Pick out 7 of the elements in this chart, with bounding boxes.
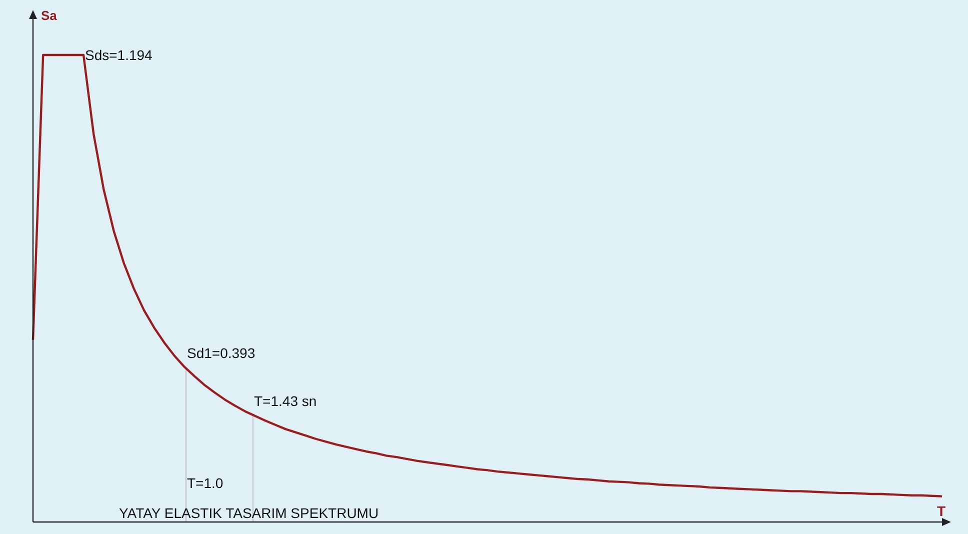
- annotation: Sds=1.194: [85, 47, 153, 63]
- annotation: Sd1=0.393: [187, 345, 256, 361]
- annotation: T=1.43 sn: [254, 393, 317, 409]
- annotation: YATAY ELASTIK TASARIM SPEKTRUMU: [119, 505, 379, 521]
- x-axis-title: T: [937, 503, 946, 519]
- annotation: T=1.0: [187, 475, 224, 491]
- y-axis-title: Sa: [41, 8, 58, 23]
